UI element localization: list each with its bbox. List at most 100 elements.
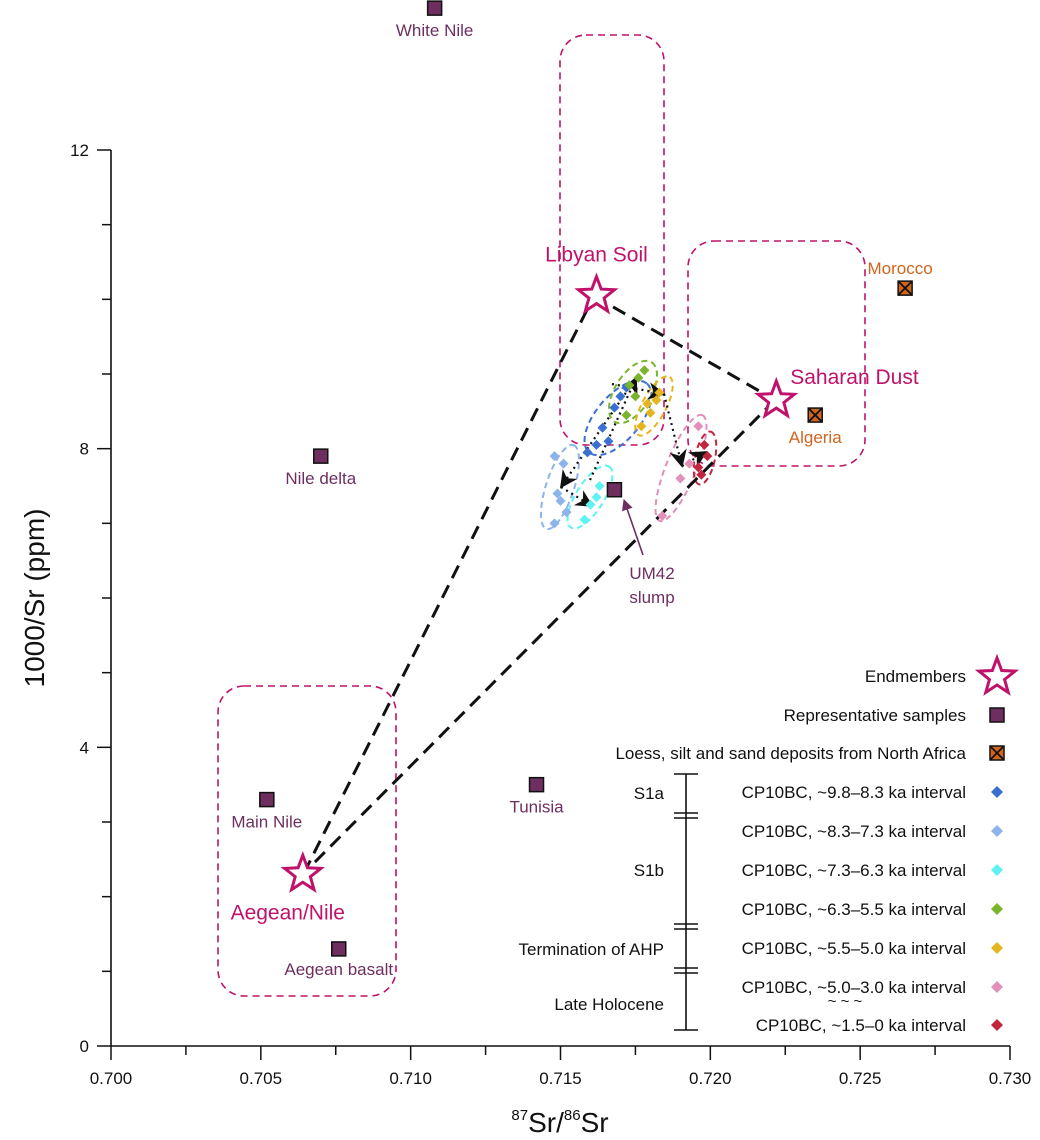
cp10bc-point-series-2: [561, 507, 572, 518]
x-axis-label: 87Sr/86Sr: [511, 1107, 608, 1138]
cp10bc-points: [549, 365, 713, 529]
trajectory-arrows: [560, 376, 708, 507]
legend-group-ahp: Termination of AHP: [518, 940, 664, 959]
field-boxes: [217, 34, 866, 997]
mixing-line-aegean-libyan: [302, 295, 596, 874]
cp10bc-point-series-1: [603, 436, 614, 447]
y-tick-label: 0: [80, 1037, 89, 1056]
legend-series-label: CP10BC, ~7.3–6.3 ka interval: [742, 861, 966, 880]
cp10bc-point-series-4: [621, 410, 632, 421]
cp10bc-point-series-5: [651, 395, 662, 406]
legend-series-diamond-icon: [991, 786, 1003, 798]
x-tick-label: 0.715: [539, 1069, 582, 1088]
legend-series-label: CP10BC, ~5.0–3.0 ka interval: [742, 978, 966, 997]
endmember-star: [574, 272, 619, 315]
endmember-points: Libyan Soil Saharan Dust Aegean/Nile: [231, 244, 919, 925]
representative-sample-points: White Nile Nile delta Main Nile Aegean basa…: [231, 0, 675, 979]
cp10bc-point-series-2: [549, 518, 560, 529]
legend-series-entries: CP10BC, ~9.8–8.3 ka interval CP10BC, ~8.3…: [742, 783, 1003, 1035]
legend-deposits-label: Loess, silt and sand deposits from North…: [615, 744, 966, 763]
legend-series-diamond-icon: [991, 864, 1003, 876]
axes: 0.700 0.705 0.710 0.715 0.720 0.725 0.730 0 4 8 1…: [70, 141, 1031, 1088]
cp10bc-point-series-5: [636, 421, 647, 432]
legend-group-s1b: S1b: [634, 861, 664, 880]
cp10bc-point-series-7: [696, 469, 707, 480]
x-tick-label: 0.700: [90, 1069, 133, 1088]
sample-label: White Nile: [396, 21, 473, 40]
sample-label-line2: slump: [629, 588, 674, 607]
legend-group-s1a: S1a: [634, 784, 665, 803]
libyan-soil-field: [559, 34, 665, 446]
legend-tilde: ~ ~ ~: [828, 993, 863, 1010]
cp10bc-point-series-3: [585, 499, 596, 510]
aegean-nile-field: [217, 685, 397, 997]
sample-point: [313, 448, 329, 464]
ellipse-7-3-6-3: [566, 464, 614, 530]
y-tick-label: 8: [80, 440, 89, 459]
trajectory-arrow-3: [560, 486, 594, 507]
cp10bc-point-series-4: [639, 365, 650, 376]
x-ticks: 0.700 0.705 0.710 0.715 0.720 0.725 0.730: [90, 1046, 1032, 1088]
endmember-star: [754, 376, 799, 419]
endmember-label: Libyan Soil: [545, 244, 648, 267]
legend-group-bracket: [674, 773, 698, 1031]
y-tick-label: 12: [70, 141, 89, 160]
cp10bc-point-series-5: [642, 398, 653, 409]
sample-point: [259, 791, 275, 808]
legend-sample-square-icon: [989, 707, 1005, 723]
cp10bc-point-series-4: [630, 391, 641, 402]
cp10bc-point-series-1: [582, 447, 593, 458]
cp10bc-point-series-7: [699, 439, 710, 450]
legend-series-diamond-icon: [991, 825, 1003, 837]
endmember-star: [280, 851, 325, 894]
cp10bc-point-series-1: [609, 402, 620, 413]
x-tick-label: 0.710: [389, 1069, 432, 1088]
trajectory-arrow-5: [662, 393, 687, 468]
x-tick-label: 0.730: [989, 1069, 1032, 1088]
legend-deposit-cross-icon: [989, 745, 1005, 761]
legend-representative-label: Representative samples: [784, 706, 966, 725]
cp10bc-point-series-1: [615, 391, 626, 402]
ellipse-8-3-7-3: [539, 443, 581, 531]
cp10bc-point-series-3: [579, 514, 590, 525]
cp10bc-point-series-6: [675, 473, 686, 484]
legend-series-diamond-icon: [991, 942, 1003, 954]
sample-point: [330, 941, 347, 957]
mixing-line-saharan-aegean: [302, 398, 777, 875]
cp10bc-point-series-4: [633, 372, 644, 383]
sample-label: Tunisia: [509, 798, 564, 817]
sample-label: Nile delta: [285, 469, 356, 488]
sample-label: Aegean basalt: [284, 960, 393, 979]
legend-series-label: CP10BC, ~8.3–7.3 ka interval: [742, 822, 966, 841]
legend: Endmembers Representative samples Loess,…: [518, 653, 1020, 1035]
x-tick-label: 0.705: [240, 1069, 283, 1088]
cp10bc-point-series-2: [555, 495, 566, 506]
interval-ellipses: [539, 359, 718, 531]
mixing-line-libyan-saharan: [593, 294, 776, 402]
legend-series-diamond-icon: [991, 903, 1003, 915]
sample-point: [528, 776, 545, 793]
cp10bc-point-series-6: [693, 421, 704, 432]
deposit-label: Morocco: [868, 259, 933, 278]
legend-series-diamond-icon: [991, 981, 1003, 993]
um42-pointer-arrow: [621, 498, 644, 556]
cp10bc-point-series-2: [552, 488, 563, 499]
cp10bc-point-series-6: [684, 458, 695, 469]
y-tick-label: 4: [80, 738, 89, 757]
y-ticks: 0 4 8 12: [70, 141, 111, 1056]
legend-series-label: CP10BC, ~1.5–0 ka interval: [756, 1016, 966, 1035]
cp10bc-point-series-3: [591, 492, 602, 503]
north-africa-deposit-points: Morocco Algeria: [789, 259, 933, 447]
cp10bc-point-series-4: [624, 380, 635, 391]
cp10bc-point-series-2: [558, 458, 569, 469]
legend-group-late-holocene: Late Holocene: [554, 995, 664, 1014]
sample-point: [426, 0, 443, 16]
trajectory-arrow-6: [681, 451, 708, 468]
trajectory-arrow-2: [560, 377, 637, 489]
endmember-label: Aegean/Nile: [231, 901, 345, 924]
cp10bc-point-series-6: [657, 510, 668, 521]
mixing-lines: [302, 294, 777, 875]
ellipse-5-5-5-0: [634, 375, 674, 437]
trajectory-arrow-1: [588, 376, 638, 481]
